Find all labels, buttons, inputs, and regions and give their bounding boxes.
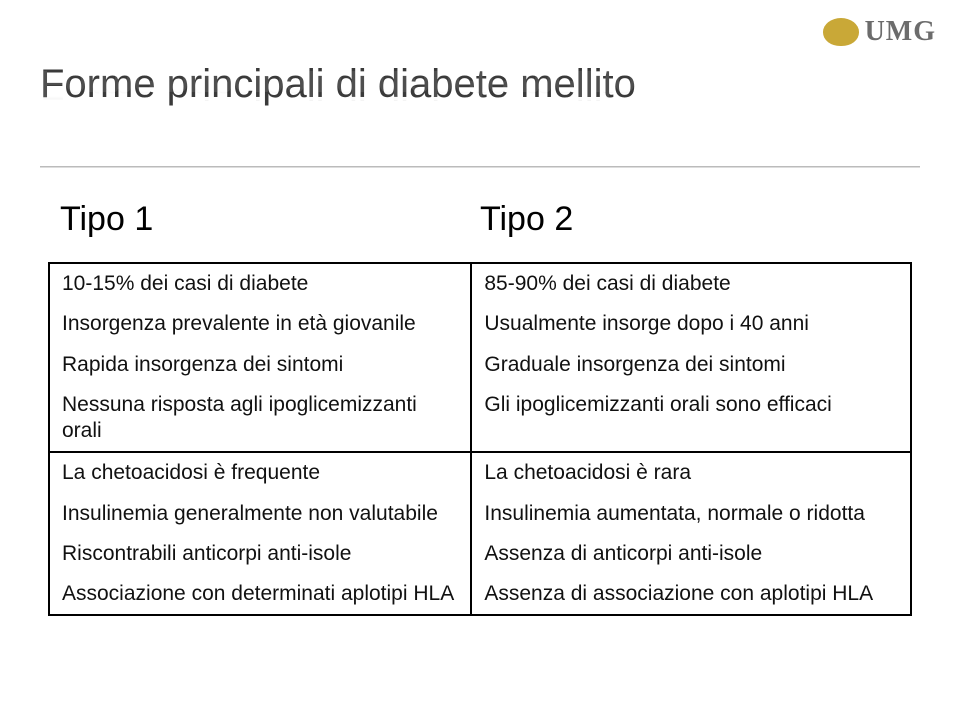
- cell-text: 85-90% dei casi di diabete: [484, 271, 898, 297]
- label-tipo-1: Tipo 1: [60, 200, 480, 239]
- table-row: 10-15% dei casi di diabete 85-90% dei cas…: [49, 263, 911, 304]
- cell-left: Riscontrabili anticorpi anti-isole: [49, 534, 471, 574]
- cell-right: 85-90% dei casi di diabete: [471, 263, 911, 304]
- cell-text: Usualmente insorge dopo i 40 anni: [484, 311, 898, 337]
- table-row: Insulinemia generalmente non valutabile I…: [49, 494, 911, 534]
- logo-text: UMG: [865, 16, 936, 48]
- cell-left: Insorgenza prevalente in età giovanile: [49, 304, 471, 344]
- cell-text: 10-15% dei casi di diabete: [62, 271, 458, 297]
- cell-text: Insorgenza prevalente in età giovanile: [62, 311, 458, 337]
- cell-text: Rapida insorgenza dei sintomi: [62, 352, 458, 378]
- cell-left: La chetoacidosi è frequente: [49, 452, 471, 493]
- cell-text: Nessuna risposta agli ipoglicemizzanti o…: [62, 392, 458, 445]
- cell-right: Graduale insorgenza dei sintomi: [471, 345, 911, 385]
- logo-icon: [823, 18, 859, 46]
- cell-text: Insulinemia aumentata, normale o ridotta: [484, 501, 898, 527]
- title-region: Forme principali di diabete mellito: [40, 62, 920, 107]
- cell-text: La chetoacidosi è rara: [484, 460, 898, 486]
- cell-right: Assenza di anticorpi anti-isole: [471, 534, 911, 574]
- cell-left: Associazione con determinati aplotipi HL…: [49, 574, 471, 615]
- table-row: Insorgenza prevalente in età giovanile Us…: [49, 304, 911, 344]
- cell-text: Assenza di associazione con aplotipi HLA: [484, 581, 898, 607]
- table-row: Associazione con determinati aplotipi HL…: [49, 574, 911, 615]
- column-headers: Tipo 1 Tipo 2: [60, 200, 900, 239]
- cell-text: Graduale insorgenza dei sintomi: [484, 352, 898, 378]
- title-divider: [40, 166, 920, 168]
- cell-text: Assenza di anticorpi anti-isole: [484, 541, 898, 567]
- comparison-table-body: 10-15% dei casi di diabete 85-90% dei cas…: [49, 263, 911, 615]
- cell-text: Gli ipoglicemizzanti orali sono efficaci: [484, 392, 898, 418]
- cell-right: La chetoacidosi è rara: [471, 452, 911, 493]
- cell-text: Insulinemia generalmente non valutabile: [62, 501, 458, 527]
- label-tipo-2: Tipo 2: [480, 200, 900, 239]
- cell-left: Rapida insorgenza dei sintomi: [49, 345, 471, 385]
- cell-text: Associazione con determinati aplotipi HL…: [62, 581, 458, 607]
- page-title: Forme principali di diabete mellito: [40, 62, 636, 107]
- brand-logo: UMG: [823, 16, 936, 48]
- cell-text: Riscontrabili anticorpi anti-isole: [62, 541, 458, 567]
- table-row: La chetoacidosi è frequente La chetoacido…: [49, 452, 911, 493]
- table-row: Nessuna risposta agli ipoglicemizzanti o…: [49, 385, 911, 453]
- cell-left: Nessuna risposta agli ipoglicemizzanti o…: [49, 385, 471, 453]
- cell-right: Gli ipoglicemizzanti orali sono efficaci: [471, 385, 911, 453]
- cell-right: Insulinemia aumentata, normale o ridotta: [471, 494, 911, 534]
- table-row: Rapida insorgenza dei sintomi Graduale in…: [49, 345, 911, 385]
- comparison-table: 10-15% dei casi di diabete 85-90% dei cas…: [48, 262, 912, 616]
- cell-text: La chetoacidosi è frequente: [62, 460, 458, 486]
- cell-right: Usualmente insorge dopo i 40 anni: [471, 304, 911, 344]
- cell-right: Assenza di associazione con aplotipi HLA: [471, 574, 911, 615]
- table-row: Riscontrabili anticorpi anti-isole Assenz…: [49, 534, 911, 574]
- cell-left: 10-15% dei casi di diabete: [49, 263, 471, 304]
- cell-left: Insulinemia generalmente non valutabile: [49, 494, 471, 534]
